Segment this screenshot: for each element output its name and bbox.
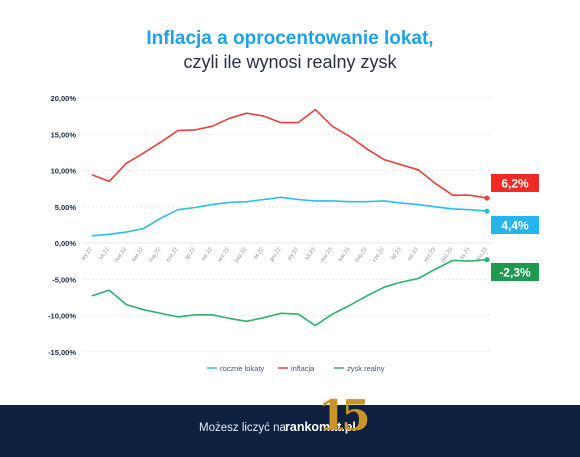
- end-label-value: 6,2%: [501, 177, 529, 191]
- x-tick-label: mar.22: [113, 247, 128, 264]
- x-tick-label: lip.23: [390, 247, 402, 261]
- x-tick-label: lut.22: [98, 247, 111, 261]
- line-chart: 20,00% 15,00% 10,00% 5,00% 0,00% -5,00% -10,00…: [48, 94, 539, 373]
- x-tick-label: kwi.23: [337, 247, 351, 263]
- end-label-value: -2,3%: [499, 266, 531, 280]
- footer-text: Możesz liczyć na: [199, 422, 286, 434]
- x-tick-label: maj.23: [354, 247, 368, 264]
- end-label-box: [491, 174, 539, 192]
- x-tick-label: cze.22: [165, 247, 179, 264]
- y-axis-ticks: 20,00% 15,00% 10,00% 5,00% 0,00% -5,00% -10,00…: [48, 94, 76, 357]
- x-tick-label: kwi.22: [131, 247, 145, 263]
- x-tick-label: paź.22: [234, 247, 248, 264]
- x-tick-label: lis.22: [253, 247, 265, 261]
- series-line-zysk-realny: [91, 258, 488, 327]
- x-tick-label: mar.23: [320, 247, 335, 264]
- y-tick-label: 20,00%: [51, 94, 77, 103]
- x-tick-label: lip.22: [184, 247, 196, 261]
- anniversary-badge: 15: [318, 391, 371, 440]
- series-line-roczne-lokaty: [91, 196, 488, 237]
- grid-lines: [84, 97, 492, 353]
- chart-title: Inflacja a oprocentowanie lokat,: [146, 28, 434, 49]
- x-tick-label: maj.22: [148, 247, 162, 264]
- x-tick-label: sie.22: [201, 247, 214, 262]
- end-label-value: 4,4%: [501, 219, 529, 233]
- x-tick-label: sie.23: [407, 247, 420, 262]
- series-end-point: [484, 257, 490, 263]
- end-label-roczne-lokaty: 4,4%: [491, 216, 539, 234]
- series-end-point: [484, 208, 490, 214]
- y-tick-label: 0,00%: [55, 239, 77, 248]
- x-axis-ticks: sty.22 lut.22 mar.22 kwi.22 maj.22 cze.22 lip.…: [81, 247, 489, 265]
- end-label-inflacja: 6,2%: [491, 174, 539, 192]
- end-label-box: [491, 216, 539, 234]
- x-tick-label: wrz.22: [216, 247, 231, 265]
- legend: roczne lokaty inflacja zysk realny: [207, 364, 385, 373]
- y-tick-label: -10,00%: [48, 312, 76, 321]
- legend-label: roczne lokaty: [220, 364, 264, 373]
- x-tick-label: lis.23: [459, 247, 471, 261]
- brand-logo-text: rankomat.pl: [285, 420, 356, 434]
- x-tick-label: sty.23: [287, 247, 300, 262]
- legend-label: zysk realny: [347, 364, 385, 373]
- chart-subtitle: czyli ile wynosi realny zysk: [183, 52, 397, 72]
- end-label-box: [491, 263, 539, 281]
- footer-bar: Możesz liczyć na rankomat.pl 15: [0, 391, 580, 457]
- y-tick-label: -15,00%: [48, 348, 76, 357]
- x-tick-label: wrz.23: [422, 247, 437, 265]
- end-label-zysk-realny: -2,3%: [491, 263, 539, 281]
- legend-label: inflacja: [291, 364, 315, 373]
- series-lines: [91, 108, 490, 327]
- y-tick-label: 5,00%: [55, 203, 77, 212]
- x-tick-label: lut.23: [304, 247, 317, 261]
- x-tick-label: gru.22: [269, 247, 283, 263]
- end-value-labels: 6,2% 4,4% -2,3%: [491, 174, 539, 281]
- y-tick-label: 10,00%: [51, 167, 77, 176]
- y-tick-label: -5,00%: [52, 275, 76, 284]
- x-tick-label: sty.22: [81, 247, 94, 262]
- y-tick-label: 15,00%: [51, 130, 77, 139]
- series-end-point: [484, 195, 490, 201]
- series-line-inflacja: [91, 108, 488, 199]
- x-tick-label: cze.23: [371, 247, 385, 264]
